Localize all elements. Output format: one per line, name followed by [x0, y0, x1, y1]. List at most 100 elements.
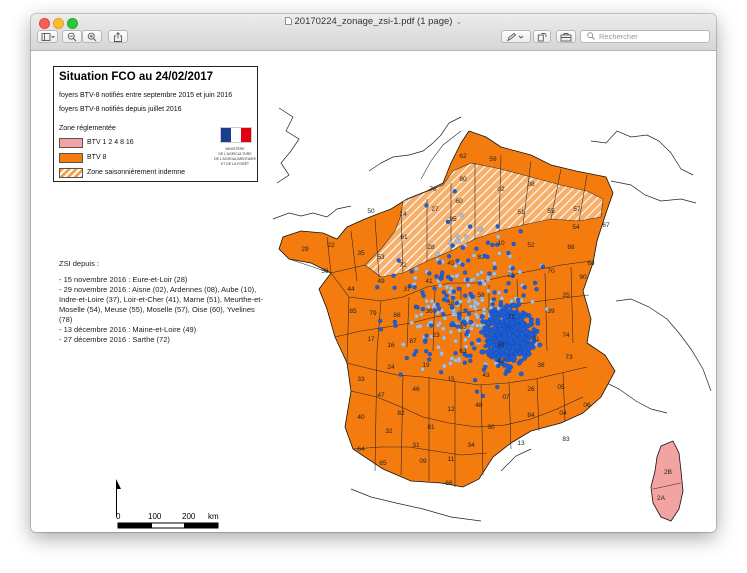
outbreak-recent-dot [378, 327, 384, 332]
outbreak-recent-dot [493, 322, 498, 328]
outbreak-old-dot [468, 304, 473, 309]
outbreak-recent-dot [511, 302, 517, 308]
swatch-btv8 [59, 153, 83, 163]
department-number: 68 [587, 260, 595, 267]
outbreak-recent-dot [503, 371, 508, 376]
outbreak-old-dot [471, 253, 477, 258]
zoom-out-icon [67, 32, 77, 41]
department-number: 83 [562, 436, 570, 443]
department-number: 64 [357, 446, 365, 453]
outbreak-old-dot [463, 234, 469, 239]
share-icon [114, 31, 122, 42]
department-number: 29 [301, 246, 309, 253]
outbreak-recent-dot [420, 306, 426, 312]
outbreak-recent-dot [519, 340, 525, 346]
outbreak-old-dot [459, 212, 464, 218]
outbreak-old-dot [462, 326, 468, 331]
department-number: 73 [565, 354, 573, 361]
outbreak-recent-dot [517, 351, 523, 357]
outbreak-recent-dot [468, 353, 473, 358]
outbreak-recent-dot [490, 242, 495, 248]
department-number: 25 [562, 292, 570, 299]
outbreak-old-dot [496, 290, 502, 295]
department-number: 70 [547, 268, 555, 275]
north-arrow-icon [116, 479, 121, 517]
toolbox-icon [560, 32, 572, 41]
outbreak-recent-dot [476, 337, 482, 343]
legend-line-2015-2016: foyers BTV-8 notifiés entre septembre 20… [59, 92, 233, 99]
outbreak-recent-dot [485, 240, 491, 245]
outbreak-recent-dot [472, 346, 477, 351]
corsica-btv-multi [650, 440, 684, 522]
outbreak-old-dot [426, 304, 431, 309]
search-input[interactable]: Rechercher [580, 30, 710, 43]
department-number: 88 [567, 244, 575, 251]
window-title[interactable]: 20170224_zonage_zsi-1.pdf (1 page) ⌄ [31, 16, 716, 27]
outbreak-old-dot [517, 269, 522, 275]
department-number: 10 [497, 240, 505, 247]
outbreak-recent-dot [393, 323, 398, 328]
outbreak-old-dot [466, 283, 471, 288]
legend-btv8-label: BTV 8 [87, 154, 107, 161]
department-number: 38 [537, 362, 545, 369]
outbreak-old-dot [481, 307, 487, 312]
outbreak-recent-dot [391, 273, 396, 278]
zoom-in-button[interactable] [82, 30, 102, 43]
department-number: 19 [422, 362, 430, 369]
share-button[interactable] [108, 30, 128, 43]
outbreak-recent-dot [421, 293, 426, 298]
outbreak-old-dot [449, 286, 454, 291]
zoom-window-button[interactable] [67, 18, 78, 29]
outbreak-recent-dot [529, 319, 534, 324]
department-number: 22 [327, 242, 335, 249]
department-number: 82 [397, 410, 405, 417]
department-number: 56 [321, 268, 329, 275]
outbreak-recent-dot [466, 311, 472, 316]
legend-title: Situation FCO au 24/02/2017 [59, 71, 214, 83]
outbreak-recent-dot [438, 370, 444, 375]
rotate-button[interactable] [533, 30, 551, 43]
outbreak-recent-dot [489, 352, 495, 358]
toolbox-button[interactable] [556, 30, 576, 43]
chevron-down-icon: ⌄ [455, 17, 463, 26]
outbreak-recent-dot [518, 371, 524, 377]
outbreak-recent-dot [501, 343, 507, 349]
outbreak-recent-dot [493, 350, 499, 356]
outbreak-recent-dot [404, 355, 409, 361]
outbreak-old-dot [472, 304, 477, 309]
outbreak-old-dot [438, 283, 443, 288]
outbreak-recent-dot [511, 241, 516, 247]
department-number: 46 [412, 386, 420, 393]
outbreak-old-dot [414, 266, 419, 271]
zoom-out-button[interactable] [62, 30, 82, 43]
zsi-notes: ZSI depuis : - 15 novembre 2016 : Eure-e… [59, 259, 264, 345]
sidebar-toggle-button[interactable] [37, 30, 58, 43]
outbreak-recent-dot [455, 258, 460, 263]
outbreak-old-dot [454, 273, 459, 279]
department-number: 2A [657, 495, 666, 502]
swatch-btv-multi [59, 138, 83, 148]
outbreak-recent-dot [437, 260, 442, 265]
department-number: 26 [527, 386, 535, 393]
department-number: 40 [357, 414, 365, 421]
department-number: 50 [367, 208, 375, 215]
close-window-button[interactable] [39, 18, 50, 29]
outbreak-recent-dot [486, 321, 491, 327]
outbreak-old-dot [447, 240, 453, 246]
department-number: 05 [557, 384, 565, 391]
outbreak-recent-dot [462, 351, 467, 357]
outbreak-recent-dot [424, 349, 429, 354]
minimize-window-button[interactable] [53, 18, 64, 29]
department-number: 51 [517, 209, 525, 216]
outbreak-recent-dot [375, 285, 380, 290]
outbreak-recent-dot [398, 372, 403, 377]
outbreak-recent-dot [445, 219, 451, 225]
outbreak-recent-dot [483, 364, 488, 369]
outbreak-recent-dot [502, 353, 508, 359]
markup-pen-button[interactable] [501, 30, 531, 43]
department-number: 67 [602, 222, 610, 229]
outbreak-recent-dot [503, 288, 509, 294]
outbreak-recent-dot [506, 344, 512, 350]
outbreak-recent-dot [496, 363, 501, 369]
department-number: 66 [445, 480, 453, 487]
